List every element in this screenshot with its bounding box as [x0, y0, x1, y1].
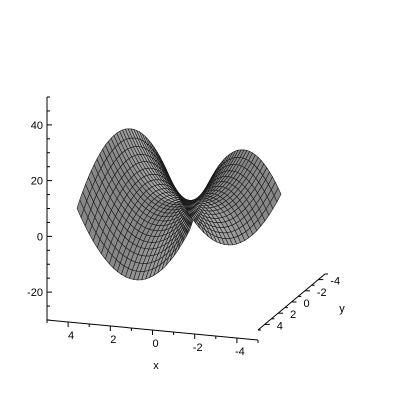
z-tick-label: 20 — [31, 176, 43, 188]
y-tick-label: 2 — [290, 309, 296, 321]
surface-mesh — [76, 128, 282, 281]
x-tick-label: 0 — [152, 338, 158, 350]
y-tick-label: -2 — [317, 287, 327, 299]
y-tick-label: 0 — [304, 298, 310, 310]
y-tick-label: 4 — [277, 320, 283, 332]
x-axis-title: x — [153, 360, 159, 372]
z-tick-label: 0 — [37, 231, 43, 243]
x-tick-label: -4 — [235, 346, 245, 358]
z-tick-label: 40 — [31, 120, 43, 132]
x-tick-label: 4 — [68, 330, 74, 342]
x-tick-label: 2 — [110, 334, 116, 346]
surface-patch — [164, 166, 173, 183]
y-tick-label: -4 — [330, 276, 340, 288]
z-tick-label: -20 — [27, 287, 43, 299]
y-axis-title: y — [339, 303, 345, 315]
x-tick-label: -2 — [193, 342, 203, 354]
axes-frame — [46, 96, 328, 343]
